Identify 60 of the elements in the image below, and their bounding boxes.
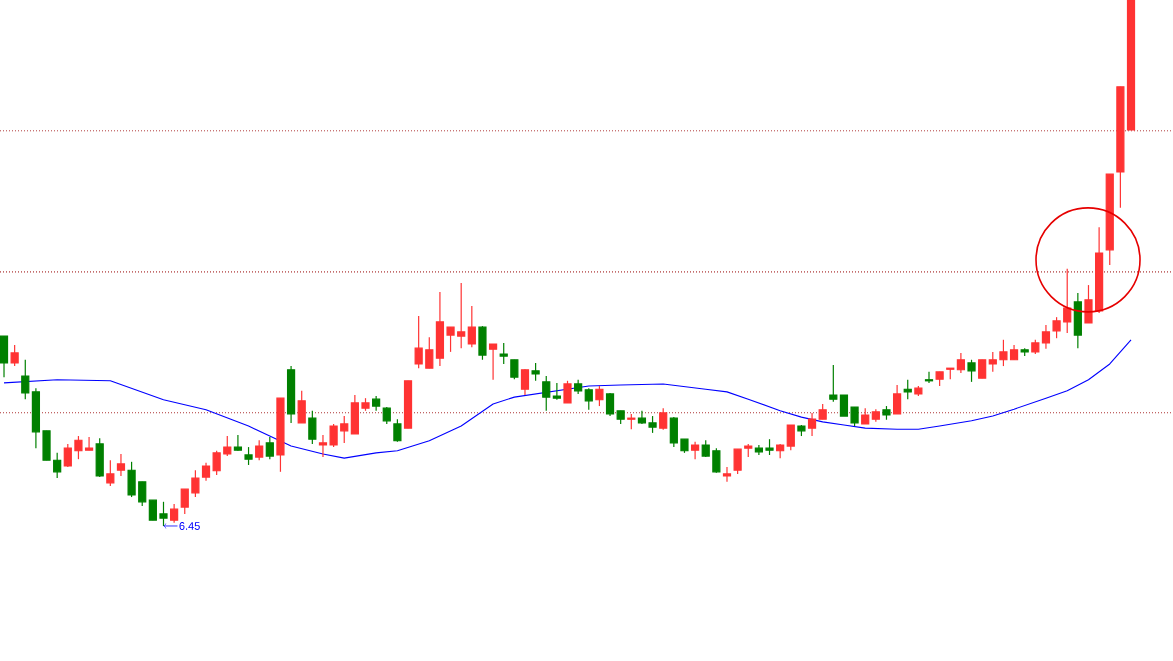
candlestick <box>999 339 1008 367</box>
candlestick <box>510 359 519 380</box>
candlestick <box>138 481 147 507</box>
candlestick <box>520 368 530 396</box>
candlestick <box>850 406 859 427</box>
candlestick <box>457 282 466 349</box>
candlestick <box>318 434 328 458</box>
candlestick <box>839 394 849 417</box>
candlestick <box>148 499 157 521</box>
candlestick <box>329 423 338 448</box>
candlestick <box>988 351 997 373</box>
candlestick <box>116 453 126 477</box>
candlestick <box>467 305 476 348</box>
candlestick <box>584 387 593 411</box>
candlestick <box>21 359 30 400</box>
candlestick <box>1041 324 1051 350</box>
candlestick <box>255 439 264 461</box>
candlestick <box>499 342 508 365</box>
candlestick <box>807 412 817 437</box>
candlestick <box>978 359 987 379</box>
candlestick <box>446 326 455 353</box>
candlestick <box>690 441 700 460</box>
candlestick <box>84 436 94 451</box>
candlestick <box>106 459 115 487</box>
candlestick <box>1063 268 1072 334</box>
candlestick <box>893 384 902 415</box>
candlestick <box>542 375 551 412</box>
candlestick <box>308 410 317 445</box>
candlestick <box>393 418 402 443</box>
candlestick <box>956 352 966 374</box>
candlestick <box>733 448 742 475</box>
candlestick <box>297 390 306 424</box>
candlestick <box>712 447 721 474</box>
candlestick <box>53 452 62 479</box>
candlestick <box>10 344 19 367</box>
candlestick <box>903 379 912 400</box>
candlestick <box>722 466 732 483</box>
candlestick <box>414 315 423 369</box>
candlestick <box>786 424 795 451</box>
candlestick <box>1084 284 1093 324</box>
candlestick <box>552 382 561 401</box>
candlestick <box>967 359 976 383</box>
candlestick <box>74 435 83 460</box>
candlestick <box>180 488 189 515</box>
candlestick <box>659 407 668 431</box>
annotation: 6.45 <box>179 522 200 530</box>
candlestick <box>170 503 179 524</box>
candlestick <box>233 434 243 452</box>
candlestick <box>223 435 232 457</box>
candlestick <box>595 385 604 407</box>
candlestick <box>425 336 434 369</box>
candlestick <box>924 371 934 384</box>
candlestick <box>563 380 572 404</box>
candlestick <box>340 415 349 444</box>
candlestick <box>829 364 838 403</box>
candlestick <box>488 343 498 381</box>
candlestick <box>265 436 274 460</box>
candlestick <box>212 450 221 476</box>
candlestick <box>191 469 200 498</box>
candlestick <box>1052 316 1061 339</box>
